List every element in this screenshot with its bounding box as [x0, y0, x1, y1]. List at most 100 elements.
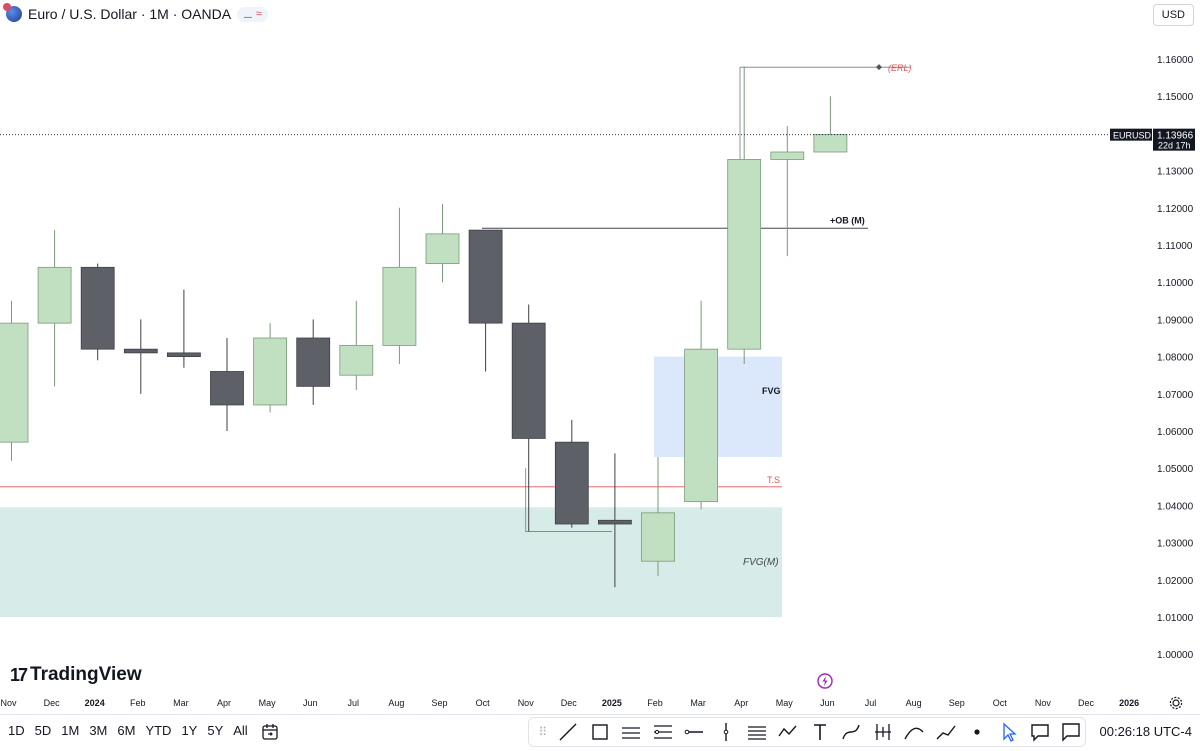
- candle-body[interactable]: [0, 322, 29, 443]
- long-short-icon[interactable]: [869, 719, 896, 745]
- time-tick: 2026: [1119, 698, 1139, 708]
- time-tick: Jul: [865, 698, 877, 708]
- symbol-flag-icon: [3, 3, 22, 22]
- time-tick: Jun: [303, 698, 318, 708]
- erl-label: (ERL): [888, 63, 912, 73]
- indicator-badge[interactable]: ⚊ ≈: [237, 6, 268, 22]
- curve-icon[interactable]: [838, 719, 865, 745]
- text-icon[interactable]: [806, 719, 833, 745]
- time-tick: Aug: [388, 698, 404, 708]
- vertical-line-icon[interactable]: [712, 719, 739, 745]
- candle-body[interactable]: [37, 266, 72, 324]
- time-tick: Aug: [906, 698, 922, 708]
- time-tick: Mar: [690, 698, 706, 708]
- dot-icon[interactable]: [963, 719, 990, 745]
- price-tick: 1.10000: [1157, 278, 1194, 289]
- comment-icon[interactable]: [1058, 719, 1085, 745]
- time-tick: May: [259, 698, 277, 708]
- candle-body[interactable]: [210, 371, 244, 406]
- time-tick: Apr: [734, 698, 748, 708]
- candle-body[interactable]: [813, 134, 848, 153]
- range-5d[interactable]: 5D: [34, 723, 52, 738]
- logo-mark: 17: [10, 664, 28, 685]
- callout-icon[interactable]: [1026, 719, 1053, 745]
- time-tick: 2025: [602, 698, 622, 708]
- horizontal-lines-icon[interactable]: [743, 719, 770, 745]
- range-1m[interactable]: 1M: [61, 723, 80, 738]
- trend-line-icon[interactable]: [555, 719, 582, 745]
- price-chart[interactable]: (ERL) +OB (M) FVG T.S FVG(M) 1.16000 1.15000 1.…: [0, 0, 1200, 714]
- time-tick: Feb: [647, 698, 663, 708]
- candle-body[interactable]: [554, 441, 589, 525]
- tradingview-logo[interactable]: 17 TradingView: [10, 664, 142, 686]
- clock[interactable]: 00:26:18 UTC-4: [1099, 724, 1193, 739]
- path-icon[interactable]: [775, 719, 802, 745]
- price-tick: 1.12000: [1157, 204, 1194, 215]
- range-5y[interactable]: 5Y: [207, 723, 224, 738]
- symbol-title[interactable]: Euro / U.S. Dollar · 1M · OANDA: [28, 6, 232, 22]
- candle-body[interactable]: [382, 266, 417, 346]
- candle-body[interactable]: [166, 352, 201, 358]
- price-tick: 1.16000: [1157, 55, 1194, 66]
- time-tick: Oct: [476, 698, 491, 708]
- settings-gear-icon[interactable]: [1169, 696, 1183, 710]
- candle-body[interactable]: [598, 519, 632, 525]
- ts-label: T.S: [767, 475, 780, 485]
- candle-body[interactable]: [253, 337, 288, 406]
- chart-header: Euro / U.S. Dollar · 1M · OANDA ⚊ ≈: [3, 3, 268, 24]
- price-tick: 1.15000: [1157, 92, 1194, 103]
- range-ytd[interactable]: YTD: [145, 723, 172, 738]
- time-tick: Nov: [0, 698, 17, 708]
- rectangle-icon[interactable]: [586, 719, 613, 745]
- range-1d[interactable]: 1D: [8, 723, 25, 738]
- candle-body[interactable]: [468, 229, 503, 324]
- drag-handle-icon[interactable]: ⠿: [538, 725, 548, 739]
- cursor-icon[interactable]: [995, 719, 1022, 745]
- candle-body[interactable]: [296, 337, 331, 387]
- price-tick: 1.08000: [1157, 353, 1194, 364]
- time-tick: Mar: [173, 698, 189, 708]
- parallel-channel-icon[interactable]: [618, 719, 645, 745]
- candle-body[interactable]: [123, 348, 158, 354]
- countdown: 22d 17h: [1158, 141, 1191, 151]
- candle-body[interactable]: [770, 151, 805, 160]
- time-tick: Sep: [431, 698, 447, 708]
- time-tick: May: [776, 698, 794, 708]
- range-1y[interactable]: 1Y: [181, 723, 198, 738]
- candle-body[interactable]: [641, 512, 675, 562]
- horizontal-ray-icon[interactable]: [680, 719, 707, 745]
- price-tick: 1.04000: [1157, 501, 1194, 512]
- eye-icon: [876, 64, 882, 71]
- go-to-date-icon[interactable]: [260, 722, 280, 742]
- time-tick: Dec: [44, 698, 61, 708]
- polyline-icon[interactable]: [932, 719, 959, 745]
- price-tick: 1.07000: [1157, 390, 1194, 401]
- range-3m[interactable]: 3M: [89, 723, 108, 738]
- candle-body[interactable]: [684, 348, 718, 503]
- time-tick: Nov: [1035, 698, 1052, 708]
- candle-body[interactable]: [425, 233, 460, 264]
- time-tick: Sep: [949, 698, 965, 708]
- time-tick: Feb: [130, 698, 146, 708]
- time-tick: Jul: [348, 698, 360, 708]
- candle-body[interactable]: [511, 322, 546, 439]
- price-tick: 1.02000: [1157, 576, 1194, 587]
- candle-body[interactable]: [80, 266, 115, 350]
- fvg-zone: [654, 356, 782, 458]
- logo-text: TradingView: [30, 664, 142, 685]
- approx-icon: ≈: [255, 8, 262, 20]
- range-all[interactable]: All: [233, 723, 248, 738]
- replay-icon[interactable]: [817, 673, 833, 689]
- last-price-bg: [1153, 128, 1195, 151]
- price-tick: 1.00000: [1157, 650, 1194, 661]
- arc-icon[interactable]: [900, 719, 927, 745]
- minus-icon: ⚊: [243, 8, 253, 21]
- candle-body[interactable]: [339, 345, 374, 376]
- currency-selector[interactable]: USD: [1152, 4, 1194, 26]
- price-tick: 1.06000: [1157, 427, 1194, 438]
- fib-retracement-icon[interactable]: [649, 719, 676, 745]
- ob-label: +OB (M): [830, 215, 865, 225]
- range-6m[interactable]: 6M: [117, 723, 136, 738]
- range-selector: 1D 5D 1M 3M 6M YTD 1Y 5Y All: [8, 723, 248, 738]
- candle-body[interactable]: [727, 159, 762, 350]
